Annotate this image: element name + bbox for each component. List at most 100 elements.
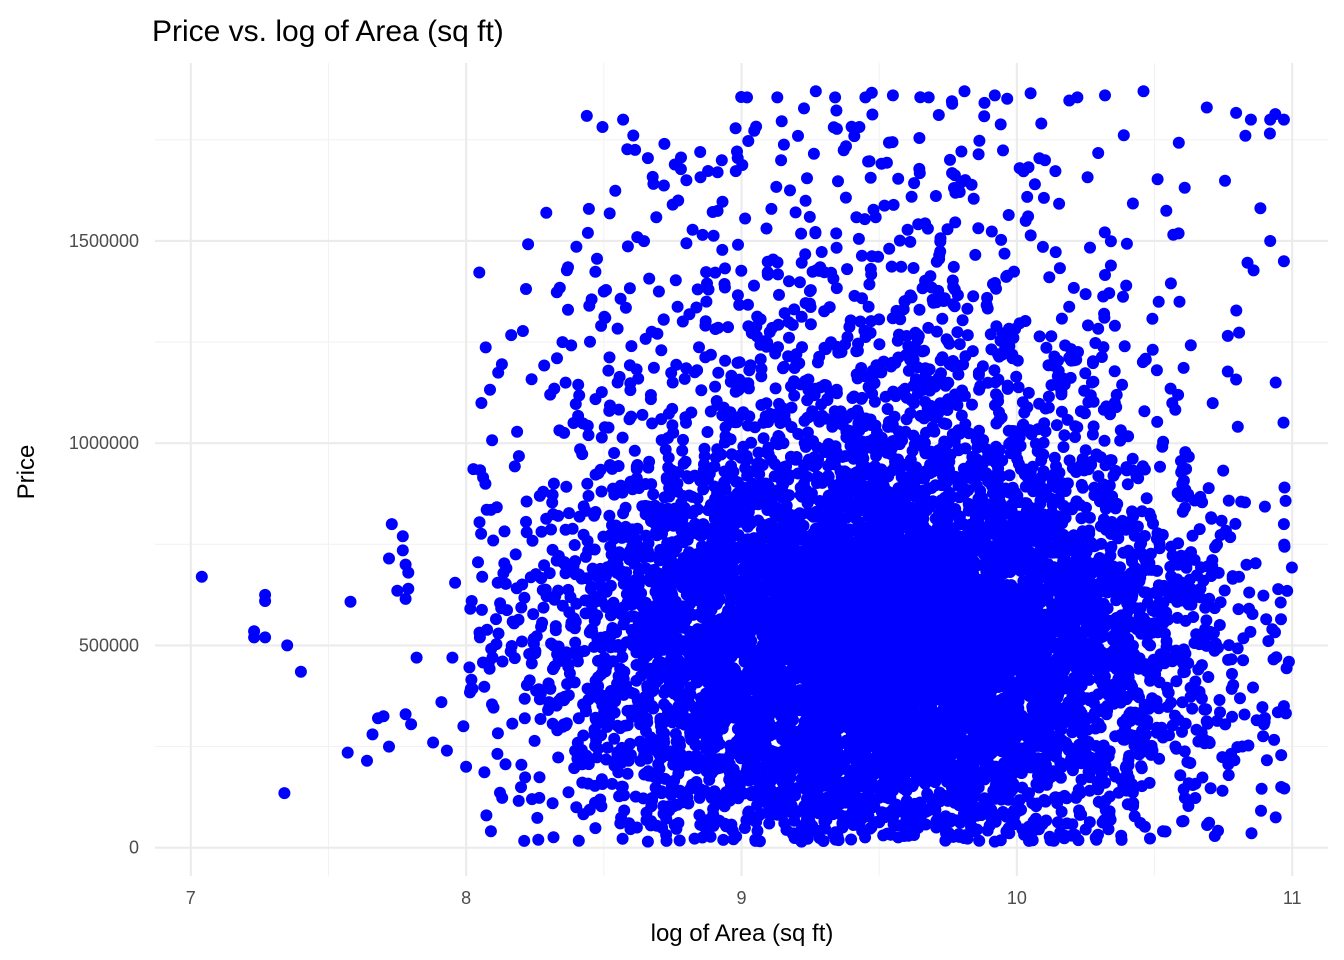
data-point [1184, 339, 1197, 352]
data-point [498, 525, 511, 538]
data-point [1010, 370, 1023, 383]
data-point [516, 325, 529, 337]
data-point [518, 692, 531, 705]
data-point [766, 321, 779, 334]
data-point [484, 383, 496, 396]
data-point [902, 364, 915, 377]
data-point [525, 657, 538, 670]
data-point [491, 727, 504, 740]
data-point [1200, 715, 1213, 728]
data-point [1277, 113, 1290, 126]
data-point [673, 834, 686, 847]
data-point [595, 485, 608, 498]
data-point [551, 352, 563, 365]
data-point [1089, 337, 1102, 349]
data-point [509, 548, 522, 561]
data-point [1058, 429, 1071, 442]
data-point [598, 421, 611, 434]
data-point [526, 793, 538, 806]
data-point [701, 426, 714, 438]
data-point [1277, 255, 1290, 268]
data-point [492, 627, 505, 640]
data-point [1088, 481, 1101, 494]
data-point [905, 190, 918, 203]
data-point [501, 604, 513, 617]
data-point [1186, 702, 1199, 715]
data-point [809, 226, 822, 238]
data-point [1146, 343, 1159, 356]
data-point [1281, 584, 1294, 597]
data-point [1192, 663, 1205, 676]
data-point [1126, 197, 1139, 210]
data-point [1247, 681, 1259, 694]
data-point [783, 331, 795, 344]
data-point [901, 223, 914, 236]
data-point [1164, 277, 1177, 290]
data-point [1278, 538, 1291, 551]
data-point [994, 118, 1007, 131]
data-point [1237, 654, 1250, 667]
data-point [1079, 288, 1092, 301]
data-point [641, 152, 654, 165]
data-point [716, 243, 729, 256]
data-point [361, 754, 373, 767]
data-point [647, 361, 660, 374]
data-point [616, 832, 629, 845]
data-point [978, 110, 991, 123]
data-point [1256, 701, 1269, 714]
data-point [691, 283, 704, 296]
data-point [479, 341, 492, 354]
data-point [402, 582, 415, 595]
data-point [341, 746, 354, 759]
data-point [877, 829, 890, 842]
data-point [1087, 420, 1100, 433]
data-point [956, 314, 969, 327]
data-point [1255, 804, 1267, 817]
data-point [989, 277, 1001, 289]
data-point [682, 797, 695, 810]
data-point [572, 834, 585, 847]
data-point [475, 397, 488, 409]
data-point [410, 651, 423, 664]
data-point [1126, 452, 1139, 465]
data-point [492, 366, 505, 379]
data-point [973, 134, 986, 147]
data-point [966, 345, 979, 358]
data-point [1203, 816, 1216, 829]
data-point [527, 608, 540, 621]
data-point [1160, 204, 1173, 217]
data-point [581, 226, 594, 239]
data-point [658, 137, 671, 150]
data-point [383, 740, 395, 753]
data-point [630, 363, 643, 376]
data-point [1202, 482, 1215, 495]
data-point [1260, 613, 1273, 626]
data-point [666, 376, 679, 389]
data-point [383, 552, 395, 565]
data-point [611, 322, 624, 335]
data-point [1272, 583, 1285, 596]
data-point [1222, 494, 1235, 507]
data-point [662, 451, 675, 464]
data-point [936, 312, 949, 325]
data-point [709, 380, 722, 393]
data-point [584, 335, 596, 348]
data-point [344, 595, 357, 608]
data-point [547, 831, 560, 844]
data-point [678, 372, 691, 385]
data-point [547, 477, 560, 490]
data-point [809, 85, 822, 98]
data-point [1092, 470, 1105, 483]
data-point [863, 155, 876, 168]
data-point [771, 91, 784, 104]
data-point [731, 289, 744, 302]
data-point [967, 290, 980, 303]
data-point [625, 340, 638, 353]
data-point [515, 601, 528, 614]
data-point [402, 566, 415, 579]
data-point [1231, 420, 1244, 433]
data-point [1200, 101, 1213, 114]
data-point [850, 211, 863, 224]
data-point [636, 408, 649, 421]
data-point [1257, 589, 1270, 602]
